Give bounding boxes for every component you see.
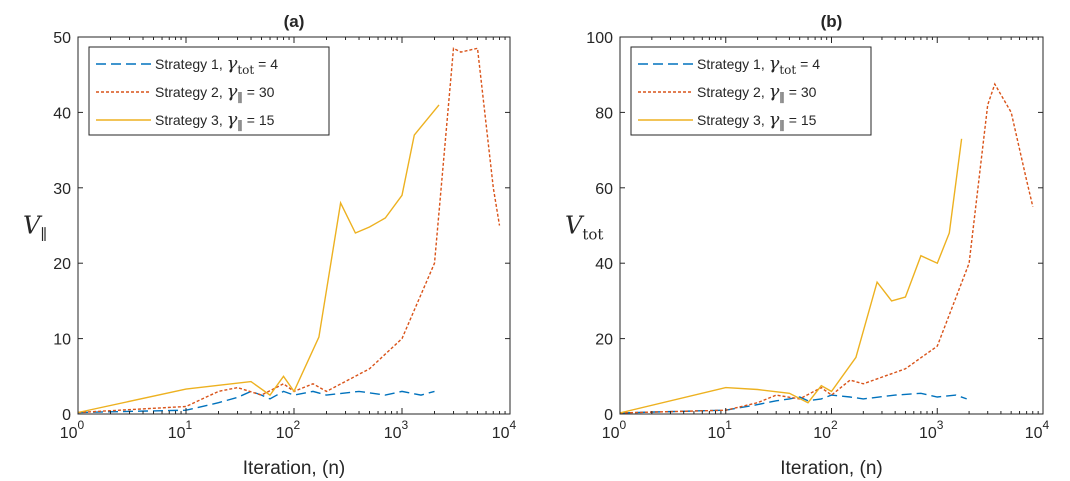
legend-subscript: tot bbox=[779, 63, 796, 77]
legend-subscript: ∥ bbox=[779, 91, 785, 105]
series-line-2 bbox=[77, 47, 501, 414]
legend-subscript: ∥ bbox=[237, 91, 243, 105]
legend-text: Strategy 3, bbox=[155, 112, 227, 128]
y-label-main: V bbox=[23, 212, 43, 240]
legend-symbol: γ bbox=[769, 81, 780, 102]
legend-value: = 4 bbox=[796, 56, 820, 72]
y-label-sub: ∥ bbox=[40, 226, 47, 244]
legend-value: = 30 bbox=[785, 84, 817, 100]
legend-value: = 4 bbox=[254, 56, 278, 72]
legend-label-3: Strategy 3, γ∥ = 15 bbox=[697, 109, 817, 133]
x-tick-label: 101 bbox=[708, 418, 733, 442]
y-tick-label: 10 bbox=[53, 332, 71, 349]
y-label-sub: tot bbox=[582, 226, 603, 244]
legend-value: = 15 bbox=[785, 112, 817, 128]
x-tick-base: 10 bbox=[168, 425, 186, 442]
y-tick-label: 80 bbox=[595, 105, 613, 122]
x-axis-label: Iteration, (n) bbox=[780, 458, 882, 479]
y-tick-label: 40 bbox=[595, 256, 613, 273]
x-tick-base: 10 bbox=[602, 425, 620, 442]
x-tick-exponent: 1 bbox=[186, 418, 193, 432]
x-tick-label: 102 bbox=[813, 418, 838, 442]
legend-text: Strategy 3, bbox=[697, 112, 769, 128]
x-tick-label: 102 bbox=[276, 418, 301, 442]
x-tick-exponent: 2 bbox=[831, 418, 838, 432]
legend-label-1: Strategy 1, γtot = 4 bbox=[697, 53, 820, 77]
legend-text: Strategy 1, bbox=[155, 56, 227, 72]
series-line-3 bbox=[77, 104, 440, 414]
series-line-2 bbox=[619, 82, 1034, 414]
x-tick-exponent: 3 bbox=[402, 418, 409, 432]
legend-subscript: ∥ bbox=[237, 119, 243, 133]
y-tick-label: 60 bbox=[595, 181, 613, 198]
y-tick-label: 20 bbox=[53, 256, 71, 273]
legend-text: Strategy 1, bbox=[697, 56, 769, 72]
x-tick-exponent: 3 bbox=[937, 418, 944, 432]
legend-text: Strategy 2, bbox=[155, 84, 227, 100]
y-tick-label: 20 bbox=[595, 332, 613, 349]
x-tick-exponent: 0 bbox=[78, 418, 85, 432]
series-line-1 bbox=[77, 390, 435, 414]
legend-subscript: ∥ bbox=[779, 119, 785, 133]
x-axis-label: Iteration, (n) bbox=[243, 458, 345, 479]
legend-symbol: γ bbox=[769, 53, 780, 74]
x-tick-label: 100 bbox=[60, 418, 85, 442]
y-axis-label: V∥ bbox=[23, 212, 47, 244]
x-tick-label: 101 bbox=[168, 418, 193, 442]
chart-title: (b) bbox=[821, 12, 843, 31]
y-tick-label: 0 bbox=[604, 407, 613, 424]
legend-text: Strategy 2, bbox=[697, 84, 769, 100]
x-tick-exponent: 2 bbox=[294, 418, 301, 432]
x-tick-base: 10 bbox=[919, 425, 937, 442]
legend-label-2: Strategy 2, γ∥ = 30 bbox=[697, 81, 817, 105]
x-tick-label: 100 bbox=[602, 418, 627, 442]
x-tick-exponent: 4 bbox=[1043, 418, 1050, 432]
x-tick-label: 104 bbox=[492, 418, 517, 442]
legend-label-2: Strategy 2, γ∥ = 30 bbox=[155, 81, 275, 105]
y-tick-label: 50 bbox=[53, 30, 71, 47]
x-tick-base: 10 bbox=[492, 425, 510, 442]
chart-title: (a) bbox=[284, 12, 305, 31]
y-tick-label: 40 bbox=[53, 105, 71, 122]
x-tick-base: 10 bbox=[60, 425, 78, 442]
legend-subscript: tot bbox=[237, 63, 254, 77]
x-tick-exponent: 0 bbox=[620, 418, 627, 432]
x-tick-base: 10 bbox=[384, 425, 402, 442]
y-tick-label: 0 bbox=[62, 407, 71, 424]
legend-symbol: γ bbox=[227, 81, 238, 102]
x-tick-exponent: 1 bbox=[725, 418, 732, 432]
legend-label-1: Strategy 1, γtot = 4 bbox=[155, 53, 278, 77]
legend-box bbox=[630, 46, 872, 136]
legend-label-3: Strategy 3, γ∥ = 15 bbox=[155, 109, 275, 133]
x-tick-base: 10 bbox=[276, 425, 294, 442]
legend-value: = 15 bbox=[243, 112, 275, 128]
y-label-main: V bbox=[565, 212, 585, 240]
legend-symbol: γ bbox=[227, 109, 238, 130]
legend-symbol: γ bbox=[769, 109, 780, 130]
legend-value: = 30 bbox=[243, 84, 275, 100]
x-tick-base: 10 bbox=[813, 425, 831, 442]
x-tick-label: 103 bbox=[919, 418, 944, 442]
y-tick-label: 100 bbox=[586, 30, 613, 47]
x-tick-label: 103 bbox=[384, 418, 409, 442]
x-tick-base: 10 bbox=[708, 425, 726, 442]
x-tick-base: 10 bbox=[1025, 425, 1043, 442]
legend-symbol: γ bbox=[227, 53, 238, 74]
y-tick-label: 30 bbox=[53, 181, 71, 198]
x-tick-label: 104 bbox=[1025, 418, 1050, 442]
x-tick-exponent: 4 bbox=[510, 418, 517, 432]
y-axis-label: Vtot bbox=[565, 212, 603, 244]
series-line-3 bbox=[619, 138, 963, 414]
